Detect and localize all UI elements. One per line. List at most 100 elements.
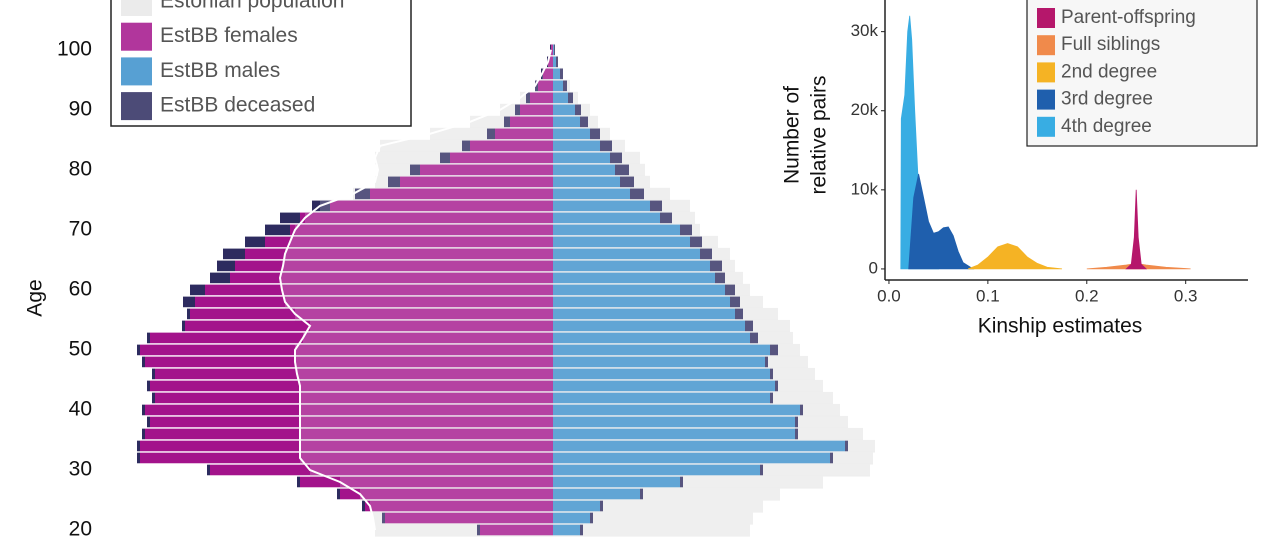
population-overlay	[285, 295, 553, 308]
deceased-female-bar	[147, 416, 150, 428]
female-bar	[190, 308, 553, 320]
population-overlay	[470, 115, 553, 128]
x-tick-label: 0.3	[1174, 286, 1198, 305]
legend-label: Estonian population	[160, 0, 344, 13]
female-bar	[300, 212, 553, 224]
y-tick-label: 100	[57, 37, 92, 60]
male-bar	[553, 80, 563, 92]
legend-label: EstBB females	[160, 24, 298, 47]
population-overlay	[553, 307, 778, 320]
female-bar	[495, 128, 553, 140]
deceased-male-bar	[580, 116, 588, 128]
female-bar	[543, 68, 553, 80]
male-bar	[553, 224, 680, 236]
population-overlay	[553, 43, 555, 56]
deceased-male-bar	[765, 356, 768, 368]
male-bar	[553, 428, 795, 440]
deceased-male-bar	[568, 92, 573, 104]
deceased-female-bar	[137, 452, 140, 464]
deceased-male-bar	[600, 500, 603, 512]
y-axis-label: Number of	[781, 86, 804, 184]
female-bar	[520, 104, 553, 116]
population-overlay	[378, 163, 553, 176]
population-overlay	[553, 331, 793, 344]
y-tick-label: 80	[69, 157, 92, 180]
population-overlay	[553, 187, 670, 200]
deceased-female-bar	[183, 296, 195, 308]
female-bar	[480, 524, 553, 536]
legend-swatch	[121, 92, 152, 121]
deceased-male-bar	[725, 284, 735, 296]
deceased-male-bar	[770, 392, 773, 404]
male-bar	[553, 128, 590, 140]
population-overlay	[551, 43, 553, 56]
legend-label: EstBB deceased	[160, 94, 315, 117]
deceased-male-bar	[770, 368, 773, 380]
female-bar	[450, 152, 553, 164]
population-overlay	[553, 91, 578, 104]
female-bar	[370, 188, 553, 200]
legend-swatch	[1037, 62, 1055, 83]
population-overlay	[295, 307, 553, 320]
deceased-female-bar	[207, 464, 210, 476]
female-bar	[470, 140, 553, 152]
deceased-female-bar	[137, 344, 140, 356]
population-overlay	[360, 487, 553, 500]
female-bar	[510, 116, 553, 128]
deceased-female-bar	[410, 164, 420, 176]
legend-swatch	[121, 22, 152, 51]
female-bar	[530, 92, 553, 104]
deceased-male-bar	[795, 428, 798, 440]
female-bar	[400, 176, 553, 188]
deceased-female-bar	[388, 176, 400, 188]
male-bar	[553, 500, 600, 512]
male-bar	[553, 92, 568, 104]
male-bar	[553, 368, 770, 380]
male-bar	[553, 464, 760, 476]
population-overlay	[553, 199, 690, 212]
population-overlay	[300, 391, 553, 404]
deceased-female-bar	[142, 428, 145, 440]
deceased-male-bar	[600, 140, 612, 152]
deceased-female-bar	[526, 92, 530, 104]
male-bar	[553, 344, 770, 356]
legend-label: EstBB males	[160, 59, 280, 82]
density-area	[1125, 189, 1148, 270]
deceased-female-bar	[504, 116, 510, 128]
male-bar	[553, 512, 590, 524]
male-bar	[553, 416, 795, 428]
deceased-male-bar	[560, 68, 563, 80]
deceased-female-bar	[535, 80, 538, 92]
male-bar	[553, 440, 845, 452]
legend-swatch	[1037, 8, 1055, 28]
population-overlay	[285, 247, 553, 260]
deceased-male-bar	[795, 416, 798, 428]
legend-label: Full siblings	[1061, 34, 1160, 55]
population-overlay	[553, 55, 558, 68]
deceased-female-bar	[297, 476, 300, 488]
population-overlay	[553, 163, 645, 176]
legend-box	[110, 0, 412, 127]
male-bar	[553, 308, 735, 320]
female-bar	[140, 440, 553, 452]
male-bar	[553, 212, 660, 224]
male-bar	[553, 44, 554, 56]
population-overlay	[295, 223, 553, 236]
population-overlay	[375, 151, 553, 164]
deceased-female-bar	[477, 524, 480, 536]
deceased-male-bar	[640, 488, 643, 500]
population-overlay	[310, 319, 553, 332]
male-bar	[553, 260, 710, 272]
male-bar	[553, 524, 580, 536]
y-tick-label: 20k	[851, 100, 879, 119]
population-overlay	[300, 379, 553, 392]
female-bar	[140, 452, 553, 464]
female-bar	[340, 488, 553, 500]
male-bar	[553, 476, 680, 488]
male-bar	[553, 452, 830, 464]
population-overlay	[553, 127, 610, 140]
density-area	[908, 173, 975, 270]
male-bar	[553, 248, 700, 260]
deceased-male-bar	[800, 404, 803, 416]
female-bar	[145, 404, 553, 416]
